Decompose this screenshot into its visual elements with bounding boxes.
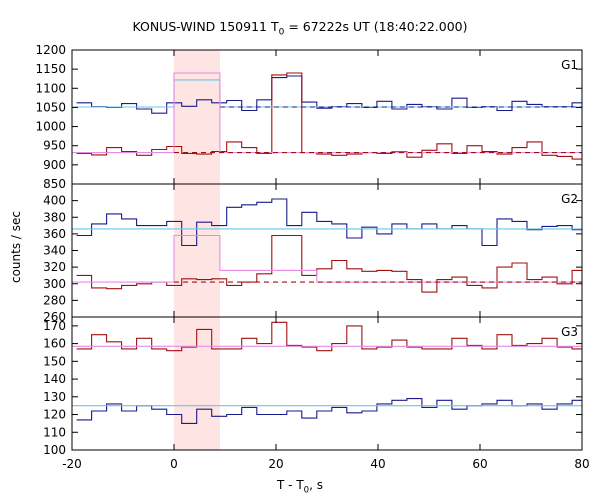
y-tick-label: 260 [43,310,66,324]
x-tick-label: 0 [170,457,178,471]
x-tick-label: -20 [62,457,82,471]
histogram-g3-1 [76,398,582,424]
histogram-g2-0 [76,198,582,247]
x-tick-label: 20 [268,457,283,471]
y-tick-label: 400 [43,194,66,208]
y-tick-label: 1200 [35,43,66,57]
y-tick-label: 900 [43,158,66,172]
panel-frame-g1 [71,49,583,185]
y-axis-label: counts / sec [9,211,23,284]
fit-line-g1-4 [72,72,582,154]
y-tick-label: 110 [43,425,66,439]
fit-line-g1-2 [72,79,582,108]
y-tick-label: 100 [43,443,66,457]
highlight-interval [174,50,220,450]
y-tick-label: 140 [43,372,66,386]
y-tick-label: 1000 [35,120,66,134]
y-tick-label: 950 [43,139,66,153]
chart-title: KONUS-WIND 150911 T0 = 67222s UT (18:40:… [132,19,468,38]
panel-label-g2: G2 [561,192,578,206]
panel-frame-g2 [71,183,583,318]
y-tick-label: 130 [43,390,66,404]
y-tick-label: 300 [43,277,66,291]
histogram-g1-0 [76,75,582,114]
x-axis-label: T - T0, s [277,478,323,496]
fit-line-g2-3 [72,234,582,283]
y-tick-label: 170 [43,319,66,333]
y-tick-label: 280 [43,293,66,307]
x-tick-label: 40 [370,457,385,471]
y-tick-label: 160 [43,337,66,351]
y-tick-label: 380 [43,210,66,224]
y-tick-label: 1150 [35,62,66,76]
y-tick-label: 340 [43,244,66,258]
panel-frame-g3 [71,316,583,451]
x-tick-label: 60 [472,457,487,471]
histogram-g3-0 [76,321,582,352]
y-tick-label: 320 [43,260,66,274]
y-tick-label: 150 [43,354,66,368]
y-tick-label: 120 [43,408,66,422]
histogram-g2-1 [76,234,582,293]
histogram-g1-1 [76,72,582,160]
y-tick-label: 1100 [35,81,66,95]
panel-label-g3: G3 [561,325,578,339]
y-tick-label: 360 [43,227,66,241]
panel-label-g1: G1 [561,58,578,72]
y-tick-label: 850 [43,177,66,191]
y-tick-label: 1050 [35,100,66,114]
x-tick-label: 80 [574,457,589,471]
